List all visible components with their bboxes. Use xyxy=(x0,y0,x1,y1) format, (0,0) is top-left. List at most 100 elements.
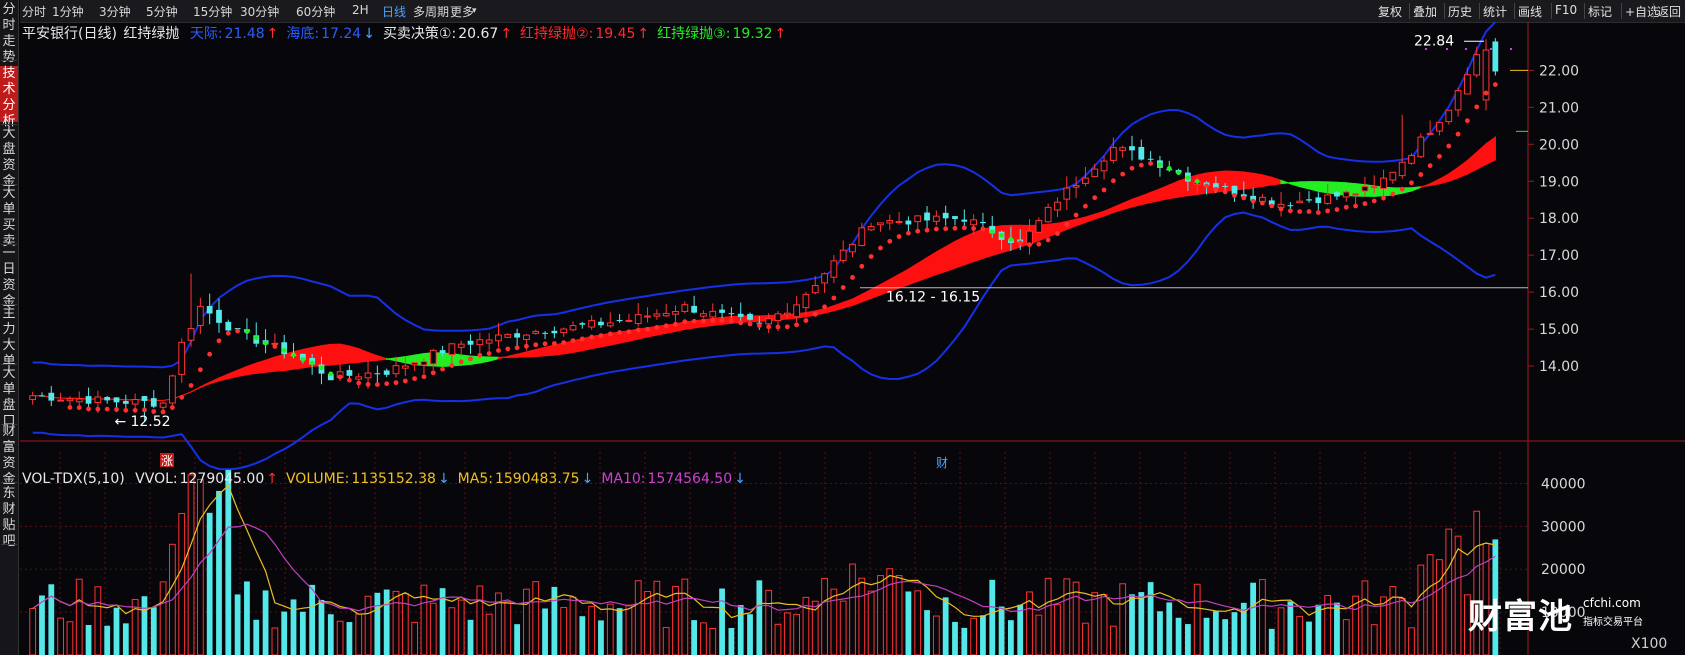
watermark-brand: 财富池 xyxy=(1468,597,1573,637)
timeframe-5[interactable]: 30分钟 xyxy=(240,5,280,19)
toolbar-button-4[interactable]: 画线 xyxy=(1518,5,1543,19)
volume-bar xyxy=(364,595,372,655)
candle-body xyxy=(420,361,428,366)
candle-body xyxy=(616,319,623,322)
candle-body xyxy=(1119,147,1127,151)
timeframe-4[interactable]: 15分钟 xyxy=(193,5,233,19)
candle-body xyxy=(1426,132,1434,135)
decision-dot xyxy=(1409,180,1414,186)
decision-dot xyxy=(179,394,185,400)
decision-dot xyxy=(486,351,492,356)
price-tick-label: 15.00 xyxy=(1539,322,1579,338)
decision-dot xyxy=(1008,236,1014,242)
timeframe-9[interactable]: 多周期 xyxy=(413,5,450,19)
ribbon-segment xyxy=(1448,166,1459,182)
volume-bar xyxy=(336,620,344,655)
sidebar-tab-8[interactable]: 东财贴吧 xyxy=(2,486,16,549)
toolbar-button-8[interactable]: 返回 xyxy=(1657,5,1682,19)
ribbon-segment xyxy=(1299,181,1310,190)
toolbar-button-5[interactable]: F10 xyxy=(1555,3,1578,17)
decision-dot xyxy=(1399,186,1405,192)
volume-bar xyxy=(318,599,325,655)
decision-dot xyxy=(1353,203,1358,209)
timeframe-6[interactable]: 60分钟 xyxy=(296,5,336,19)
candle-body xyxy=(448,343,456,356)
sidebar-tab-1[interactable]: 技术分析 xyxy=(0,66,18,129)
volume-bar xyxy=(783,612,791,655)
candle-body xyxy=(94,396,102,403)
indicator-name[interactable]: 红持绿抛 xyxy=(123,26,180,42)
candle-body xyxy=(1306,199,1312,201)
decision-dot xyxy=(440,366,445,372)
ribbon-segment xyxy=(926,250,937,279)
decision-dot xyxy=(1232,193,1237,198)
timeframe-1[interactable]: 1分钟 xyxy=(52,5,84,19)
timeframe-0[interactable]: 分时 xyxy=(22,5,47,19)
volume-bar xyxy=(532,581,540,655)
volume-bar xyxy=(1370,624,1378,655)
volume-bar xyxy=(867,590,875,655)
volume-tick-label: 40000 xyxy=(1541,476,1586,492)
volume-bar xyxy=(625,604,633,655)
sidebar-divider xyxy=(1,244,17,245)
timeframe-2[interactable]: 3分钟 xyxy=(99,5,131,19)
toolbar-button-7[interactable]: +自选 xyxy=(1625,5,1660,19)
toolbar-button-2[interactable]: 历史 xyxy=(1448,5,1473,19)
toolbar-divider xyxy=(1584,3,1585,19)
volume-bar xyxy=(57,617,64,655)
candle-body xyxy=(598,321,604,326)
volume-values: VVOL: 1279045.00 ↑ VOLUME: 1135152.38 ↓ MA5: 15… xyxy=(131,471,750,487)
volume-bar xyxy=(672,585,679,655)
sidebar-tab-6[interactable]: 大单盘口 xyxy=(2,366,16,429)
ribbon-segment xyxy=(386,357,397,362)
timeframe-8[interactable]: 日线 xyxy=(382,5,407,19)
toolbar-button-0[interactable]: 复权 xyxy=(1378,5,1403,19)
toolbar-button-6[interactable]: 标记 xyxy=(1588,5,1613,19)
candle-body xyxy=(1231,185,1238,195)
ribbon-segment xyxy=(535,346,546,358)
volume-bar xyxy=(457,599,465,655)
ribbon-segment xyxy=(199,381,211,389)
sidebar-tab-2[interactable]: 大盘资金 xyxy=(2,126,16,189)
marker-dot xyxy=(1465,48,1467,50)
ribbon-segment xyxy=(488,356,500,362)
decision-dot xyxy=(551,341,557,346)
decision-dot xyxy=(374,382,380,387)
decision-dot xyxy=(1334,207,1340,212)
sidebar-divider xyxy=(1,60,17,61)
more-dropdown-icon[interactable]: ▾ xyxy=(472,6,477,16)
sidebar-tab-4[interactable]: 一日资金 xyxy=(2,246,16,309)
decision-dot xyxy=(794,322,800,328)
legend-value: 1279045.00 xyxy=(179,471,265,487)
ribbon-segment xyxy=(1438,172,1450,185)
timeframe-7[interactable]: 2H xyxy=(352,3,369,17)
sidebar-tab-3[interactable]: 大单买卖 xyxy=(2,186,16,249)
timeframe-10[interactable]: 更多 xyxy=(450,5,475,19)
volume-bar xyxy=(290,599,297,655)
decision-dot xyxy=(104,406,110,412)
volume-indicator-name[interactable]: VOL-TDX(5,10) xyxy=(22,471,125,487)
toolbar-button-3[interactable]: 统计 xyxy=(1483,5,1508,19)
timeframe-3[interactable]: 5分钟 xyxy=(146,5,178,19)
toolbar-button-1[interactable]: 叠加 xyxy=(1413,5,1438,19)
decision-dot xyxy=(673,321,678,327)
sidebar-tab-7[interactable]: 财富资金 xyxy=(2,424,16,487)
marker-dot xyxy=(1425,48,1427,50)
sidebar-tab-5[interactable]: 主力大单 xyxy=(2,306,16,369)
decision-dot xyxy=(878,245,883,251)
volume-bar xyxy=(420,584,428,655)
decision-dot xyxy=(197,367,203,373)
volume-bar xyxy=(1222,619,1229,655)
candle-body xyxy=(48,392,55,401)
candle-body xyxy=(747,313,753,320)
candle-body xyxy=(392,365,400,375)
decision-dot xyxy=(1120,171,1126,177)
decision-dot xyxy=(337,374,343,380)
volume-bar xyxy=(542,608,548,655)
decision-dot xyxy=(663,323,669,329)
candle-body xyxy=(625,319,633,322)
sidebar-tab-0[interactable]: 分时走势 xyxy=(2,2,16,65)
volume-bar xyxy=(29,607,37,655)
decision-dot xyxy=(775,324,781,330)
